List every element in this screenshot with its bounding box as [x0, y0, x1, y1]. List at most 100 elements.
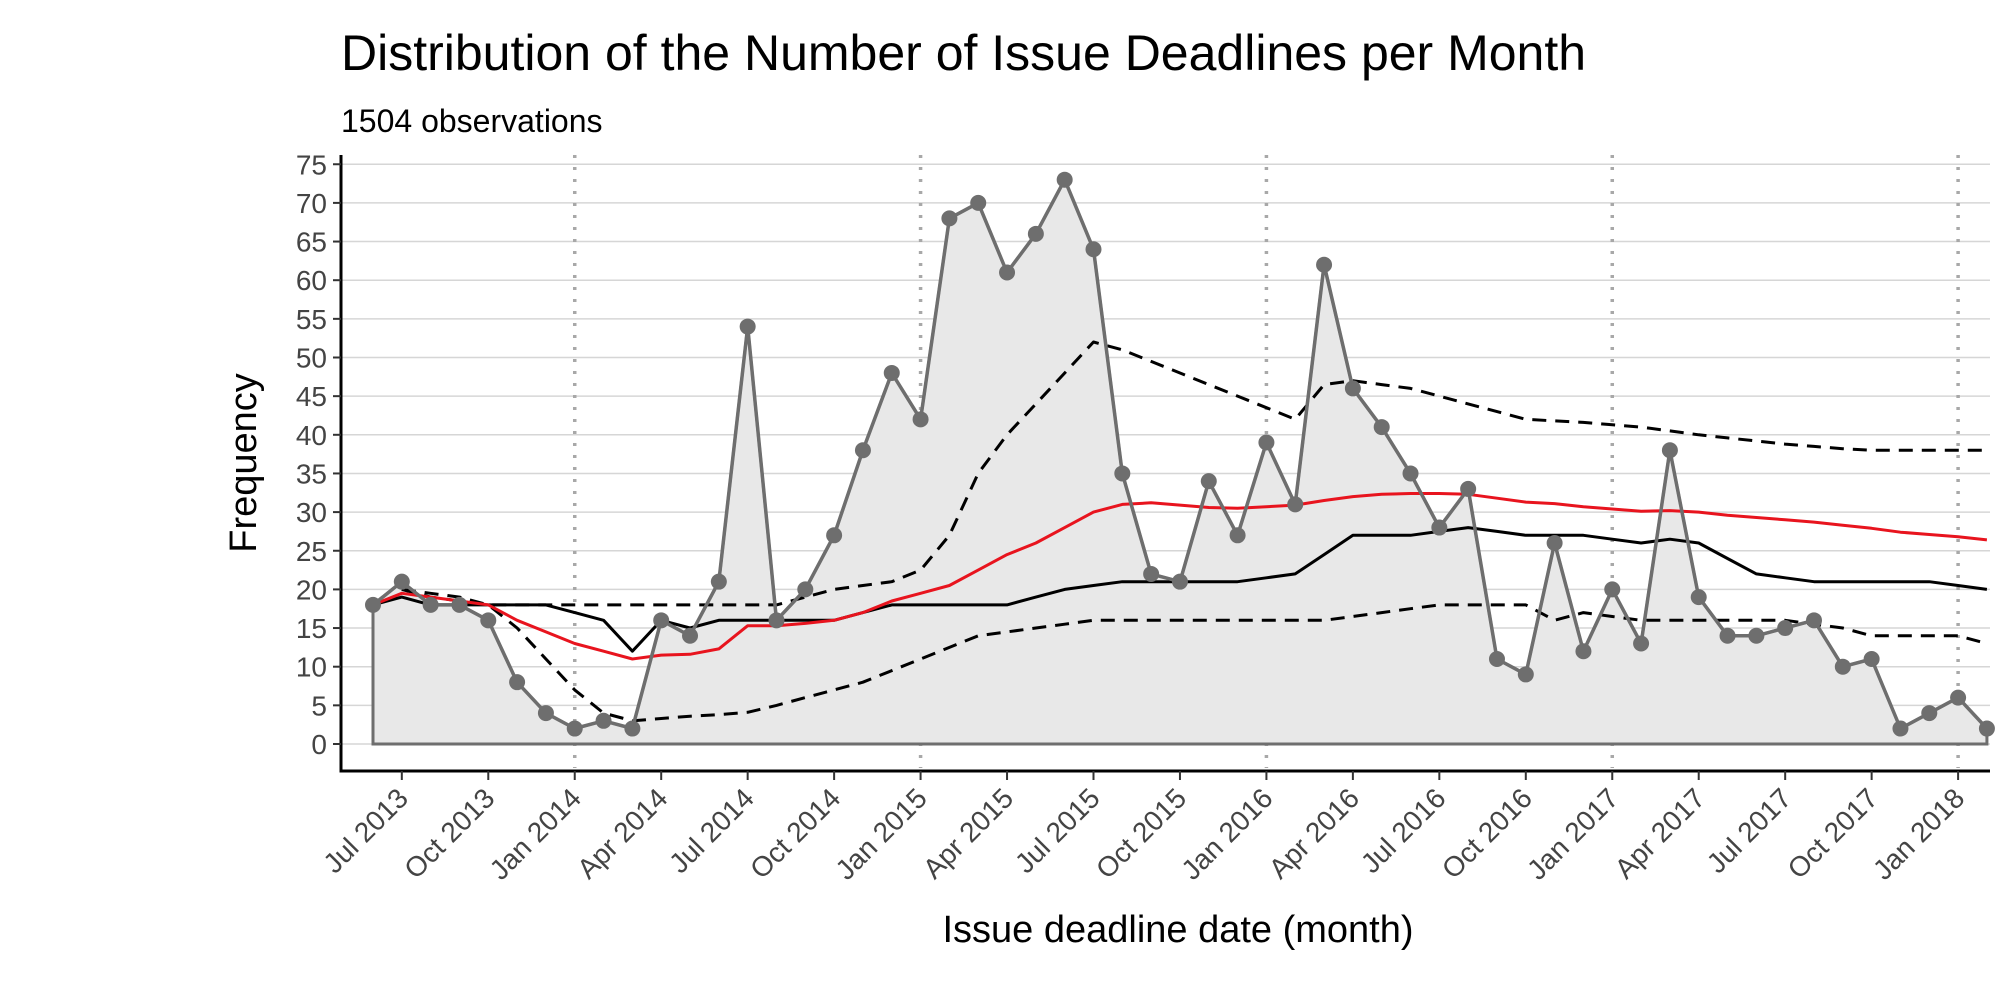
data-point [1748, 627, 1765, 644]
data-point [1978, 720, 1995, 737]
x-tick-label: Apr 2015 [917, 782, 1019, 884]
x-tick-label: Jan 2018 [1867, 782, 1970, 885]
x-tick-label: Jan 2017 [1521, 782, 1624, 885]
y-tick-label: 10 [296, 652, 327, 683]
data-point [854, 442, 871, 459]
data-point [365, 596, 381, 613]
data-point [451, 596, 468, 613]
data-point [739, 318, 756, 335]
y-tick-label: 75 [296, 149, 327, 180]
data-point [941, 210, 958, 227]
x-tick-label: Oct 2014 [744, 782, 846, 884]
chart-subtitle: 1504 observations [341, 103, 603, 139]
y-tick-label: 55 [296, 304, 327, 335]
data-point [1633, 635, 1650, 652]
y-tick-label: 25 [296, 536, 327, 567]
data-point [1488, 650, 1505, 667]
y-tick-label: 45 [296, 381, 327, 412]
y-axis-label: Frequency [223, 373, 265, 553]
data-point [653, 612, 670, 629]
data-point [1604, 581, 1621, 598]
data-point [1517, 666, 1534, 683]
data-point [1834, 658, 1851, 675]
data-point [1690, 589, 1707, 606]
x-tick-label: Apr 2014 [571, 782, 673, 884]
data-point [970, 194, 987, 211]
data-point [566, 720, 583, 737]
data-point [1085, 241, 1102, 258]
y-tick-label: 20 [296, 574, 327, 605]
data-point [509, 674, 526, 691]
area-layer [371, 176, 1989, 746]
data-point [1921, 705, 1938, 722]
data-point [1344, 380, 1361, 397]
data-point [1200, 473, 1217, 490]
x-tick-label: Jan 2014 [484, 782, 587, 885]
series-points [365, 171, 1995, 737]
data-point [1229, 527, 1246, 544]
data-point [1316, 256, 1333, 273]
data-point [1863, 650, 1880, 667]
x-tick-label: Oct 2017 [1782, 782, 1884, 884]
data-point [1027, 225, 1044, 242]
data-point [624, 720, 641, 737]
y-tick-label: 65 [296, 227, 327, 258]
data-point [393, 573, 410, 590]
count-area [371, 176, 1989, 746]
data-point [480, 612, 497, 629]
data-point [999, 264, 1016, 281]
data-point [826, 527, 843, 544]
y-tick-label: 5 [311, 690, 327, 721]
x-tick-label: Oct 2013 [398, 782, 500, 884]
data-point [1806, 612, 1822, 629]
x-tick-label: Oct 2015 [1090, 782, 1192, 884]
y-tick-label: 30 [296, 497, 327, 528]
data-point [1546, 535, 1563, 552]
y-tick-label: 60 [296, 265, 327, 296]
data-point [537, 705, 554, 722]
x-tick-label: Apr 2016 [1263, 782, 1365, 884]
data-point [912, 411, 929, 428]
series-line-upper-band [401, 340, 1987, 607]
x-axis-label: Issue deadline date (month) [942, 909, 1413, 951]
data-point [595, 712, 612, 729]
x-tick-label: Apr 2017 [1609, 782, 1711, 884]
data-point [768, 612, 785, 629]
data-point [1056, 171, 1073, 188]
data-point [682, 627, 699, 644]
data-point [1373, 419, 1390, 436]
x-tick-label: Jan 2016 [1175, 782, 1278, 885]
x-tick-label: Jan 2015 [829, 782, 932, 885]
data-point [1892, 720, 1909, 737]
data-point [1777, 620, 1794, 637]
y-tick-label: 35 [296, 458, 327, 489]
y-tick-label: 70 [296, 188, 327, 219]
chart-title: Distribution of the Number of Issue Dead… [341, 25, 1586, 81]
data-point [710, 573, 727, 590]
data-point [1402, 465, 1419, 482]
data-point [1950, 689, 1967, 706]
data-point [797, 581, 814, 598]
data-point [1431, 519, 1448, 536]
data-point [1287, 496, 1304, 513]
y-tick-label: 15 [296, 613, 327, 644]
y-tick-label: 0 [311, 729, 327, 760]
data-point [1114, 465, 1131, 482]
data-point [1460, 480, 1477, 497]
x-tick-label: Oct 2016 [1436, 782, 1538, 884]
data-point [1143, 565, 1160, 582]
data-point [1661, 442, 1678, 459]
data-point [1171, 573, 1188, 590]
data-point [1575, 643, 1592, 660]
series-line-lower-band [401, 587, 1988, 723]
data-point [422, 596, 439, 613]
data-point [1258, 434, 1275, 451]
data-point [1719, 627, 1736, 644]
series-line-running-mean [372, 492, 1988, 661]
data-point [883, 364, 900, 381]
y-tick-label: 50 [296, 343, 327, 374]
y-tick-label: 40 [296, 420, 327, 451]
